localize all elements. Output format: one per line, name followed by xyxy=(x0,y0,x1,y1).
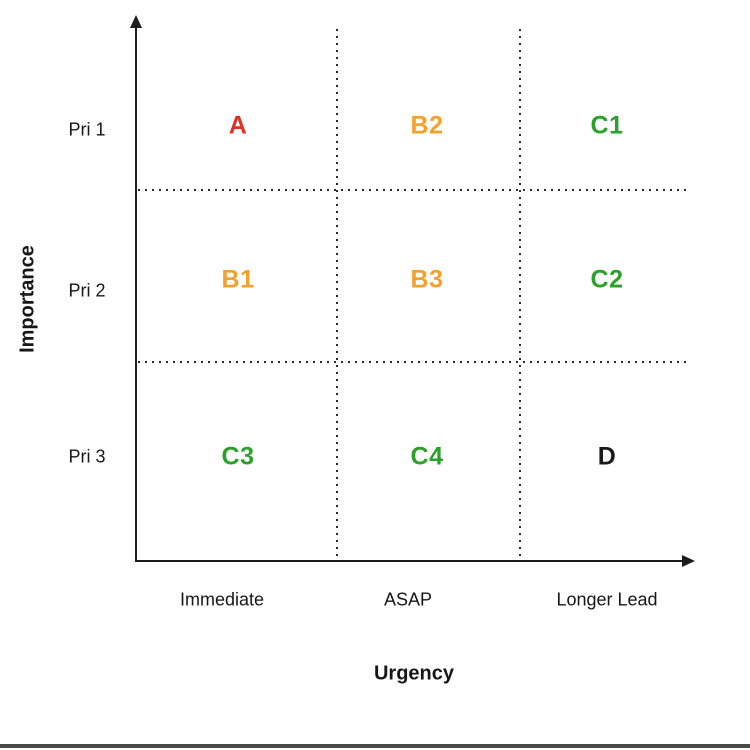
y-tick-pri-3: Pri 3 xyxy=(68,446,106,467)
matrix-cell-c3: C3 xyxy=(221,442,255,471)
grid-hline-2 xyxy=(138,361,686,363)
grid-vline-2 xyxy=(519,29,521,560)
matrix-cell-b3: B3 xyxy=(410,265,444,294)
matrix-cell-c4: C4 xyxy=(410,442,444,471)
matrix-cell-b2: B2 xyxy=(410,111,444,140)
x-tick-asap: ASAP xyxy=(383,589,433,610)
x-axis-arrow-icon xyxy=(682,555,695,567)
x-tick-immediate: Immediate xyxy=(179,589,265,610)
matrix-cell-a: A xyxy=(228,111,248,140)
matrix-cell-b1: B1 xyxy=(221,265,255,294)
y-axis-arrow-icon xyxy=(130,15,142,28)
y-axis-line xyxy=(135,26,137,562)
matrix-cell-d: D xyxy=(597,442,617,471)
y-tick-pri-2: Pri 2 xyxy=(68,280,106,301)
y-axis-title: Importance xyxy=(16,245,39,353)
grid-vline-1 xyxy=(336,29,338,560)
x-axis-title: Urgency xyxy=(373,662,455,685)
bottom-divider xyxy=(0,744,750,748)
x-axis-line xyxy=(135,560,685,562)
grid-hline-1 xyxy=(138,189,686,191)
matrix-cell-c2: C2 xyxy=(590,265,624,294)
y-tick-pri-1: Pri 1 xyxy=(68,119,106,140)
matrix-cell-c1: C1 xyxy=(590,111,624,140)
x-tick-longer-lead: Longer Lead xyxy=(556,589,658,610)
